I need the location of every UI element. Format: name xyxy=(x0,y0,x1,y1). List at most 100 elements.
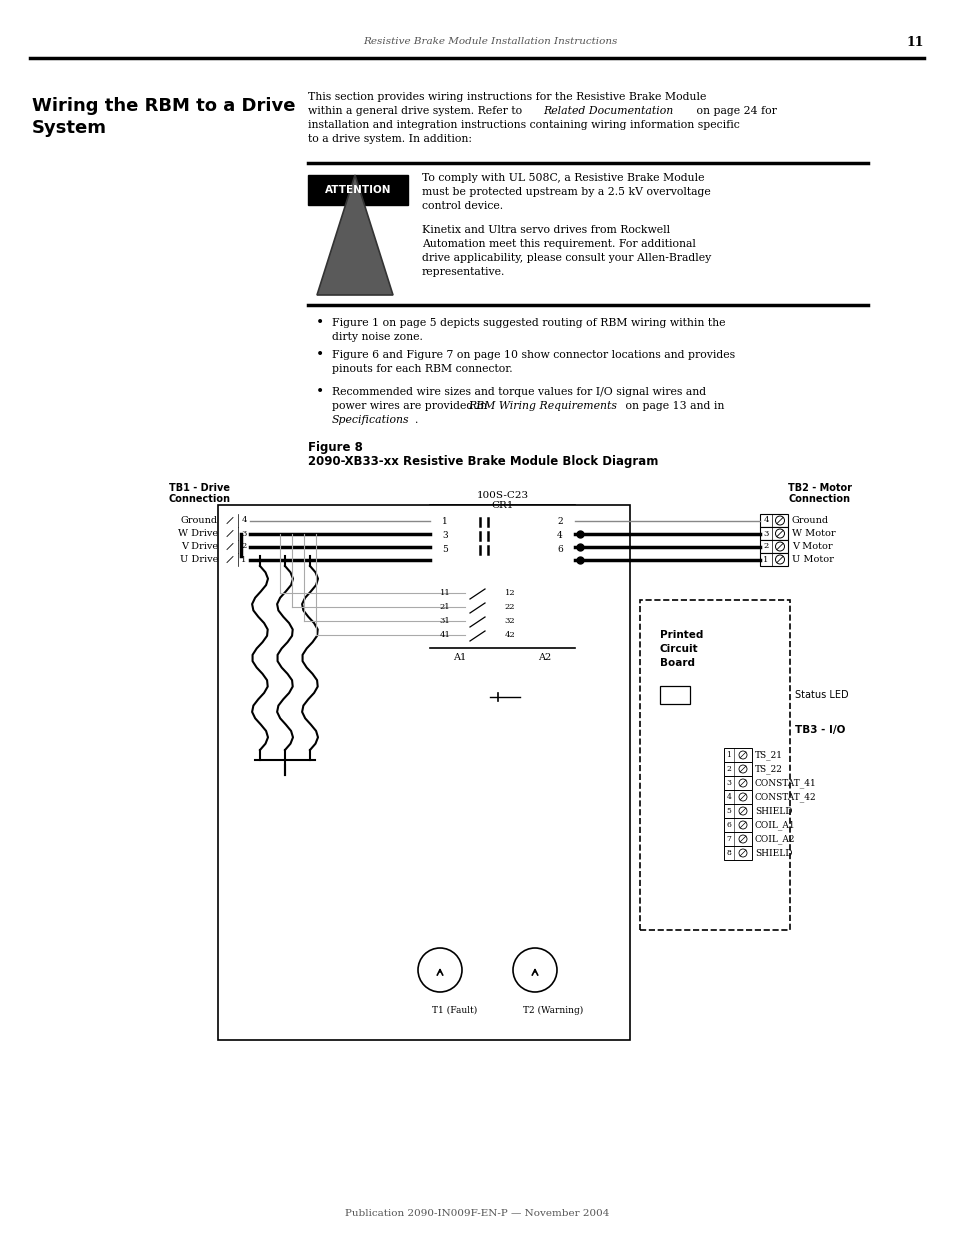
Text: on page 13 and in: on page 13 and in xyxy=(621,401,723,411)
Text: TB1 - Drive: TB1 - Drive xyxy=(170,483,231,493)
Text: 6: 6 xyxy=(557,545,562,553)
Text: 1: 1 xyxy=(762,556,768,563)
Polygon shape xyxy=(492,693,497,701)
Text: Specifications: Specifications xyxy=(332,415,409,425)
Bar xyxy=(430,580,575,710)
Text: W Drive: W Drive xyxy=(177,529,218,538)
Bar xyxy=(723,804,751,818)
Bar xyxy=(760,514,787,527)
Text: 7: 7 xyxy=(726,835,731,844)
Text: To comply with UL 508C, a Resistive Brake Module: To comply with UL 508C, a Resistive Brak… xyxy=(421,173,703,183)
Text: T1 (Fault): T1 (Fault) xyxy=(432,1005,476,1014)
Text: TB3 - I/O: TB3 - I/O xyxy=(794,725,844,735)
Text: V Drive: V Drive xyxy=(181,542,218,551)
Text: U Motor: U Motor xyxy=(791,555,833,564)
Text: T2 (Warning): T2 (Warning) xyxy=(522,1005,582,1015)
Polygon shape xyxy=(316,175,393,295)
Text: TS_22: TS_22 xyxy=(754,764,782,774)
Text: V Motor: V Motor xyxy=(791,542,832,551)
Text: 11: 11 xyxy=(905,36,923,48)
Bar xyxy=(723,846,751,860)
Text: must be protected upstream by a 2.5 kV overvoltage: must be protected upstream by a 2.5 kV o… xyxy=(421,186,710,198)
Text: Recommended wire sizes and torque values for I/O signal wires and: Recommended wire sizes and torque values… xyxy=(332,387,705,396)
Text: 8: 8 xyxy=(726,848,731,857)
Text: Board: Board xyxy=(659,658,695,668)
Text: TS_21: TS_21 xyxy=(754,750,782,760)
Text: COIL_A1: COIL_A1 xyxy=(754,820,795,830)
Bar xyxy=(760,540,787,553)
Text: Status LED: Status LED xyxy=(794,690,848,700)
Text: dirty noise zone.: dirty noise zone. xyxy=(332,332,422,342)
Bar xyxy=(222,527,250,540)
Text: 2: 2 xyxy=(557,516,562,526)
Text: •: • xyxy=(315,348,324,362)
Text: 4: 4 xyxy=(557,531,562,540)
Text: 100S-C23: 100S-C23 xyxy=(476,490,528,499)
Text: SHIELD: SHIELD xyxy=(754,848,792,857)
Bar xyxy=(430,505,575,582)
Text: CR1: CR1 xyxy=(491,500,513,510)
Bar xyxy=(439,664,564,671)
Bar xyxy=(760,527,787,540)
Bar xyxy=(723,748,751,762)
Text: U Drive: U Drive xyxy=(179,555,218,564)
Text: power wires are provided in: power wires are provided in xyxy=(332,401,490,411)
Text: drive applicability, please consult your Allen-Bradley: drive applicability, please consult your… xyxy=(421,253,711,263)
Text: Connection: Connection xyxy=(169,494,231,504)
Text: on page 24 for: on page 24 for xyxy=(692,106,776,116)
Text: Figure 8: Figure 8 xyxy=(308,441,362,453)
Text: 6: 6 xyxy=(726,821,731,829)
Text: 22: 22 xyxy=(504,603,515,611)
Text: to a drive system. In addition:: to a drive system. In addition: xyxy=(308,135,472,144)
Text: 42: 42 xyxy=(504,631,515,638)
Text: COIL_A2: COIL_A2 xyxy=(754,834,795,844)
Text: RBM Wiring Requirements: RBM Wiring Requirements xyxy=(468,401,617,411)
Text: Figure 1 on page 5 depicts suggested routing of RBM wiring within the: Figure 1 on page 5 depicts suggested rou… xyxy=(332,317,724,329)
Text: •: • xyxy=(315,316,324,330)
Text: 5: 5 xyxy=(726,806,731,815)
Text: Wiring the RBM to a Drive: Wiring the RBM to a Drive xyxy=(32,98,295,115)
Text: .: . xyxy=(415,415,418,425)
Text: 3: 3 xyxy=(442,531,447,540)
Text: Circuit: Circuit xyxy=(659,643,698,655)
Text: 1: 1 xyxy=(441,516,447,526)
Bar xyxy=(639,600,789,930)
Bar xyxy=(723,832,751,846)
Text: Publication 2090-IN009F-EN-P — November 2004: Publication 2090-IN009F-EN-P — November … xyxy=(344,1209,609,1218)
Text: 12: 12 xyxy=(504,589,515,597)
Text: 5: 5 xyxy=(441,545,448,553)
Text: Related Documentation: Related Documentation xyxy=(542,106,673,116)
Text: Figure 6 and Figure 7 on page 10 show connector locations and provides: Figure 6 and Figure 7 on page 10 show co… xyxy=(332,350,735,359)
Text: 4: 4 xyxy=(241,516,247,525)
Bar xyxy=(222,553,250,566)
Text: W Motor: W Motor xyxy=(791,529,835,538)
Text: CONSTAT_41: CONSTAT_41 xyxy=(754,778,816,788)
Text: Automation meet this requirement. For additional: Automation meet this requirement. For ad… xyxy=(421,240,695,249)
Text: 3: 3 xyxy=(762,530,768,537)
Bar xyxy=(308,175,408,205)
Text: 2090-XB33-xx Resistive Brake Module Block Diagram: 2090-XB33-xx Resistive Brake Module Bloc… xyxy=(308,456,658,468)
Text: A2: A2 xyxy=(537,652,551,662)
Text: 3: 3 xyxy=(241,530,247,537)
Text: control device.: control device. xyxy=(421,201,502,211)
Text: A1: A1 xyxy=(453,652,466,662)
Text: ATTENTION: ATTENTION xyxy=(324,185,391,195)
Bar xyxy=(519,680,544,695)
Text: 2: 2 xyxy=(726,764,731,773)
Text: Ground: Ground xyxy=(181,516,218,525)
Text: 41: 41 xyxy=(439,631,450,638)
Text: 2: 2 xyxy=(241,542,247,551)
Text: SHIELD: SHIELD xyxy=(754,806,792,815)
Text: 2: 2 xyxy=(762,542,768,551)
Text: CONSTAT_42: CONSTAT_42 xyxy=(754,792,816,802)
Text: Kinetix and Ultra servo drives from Rockwell: Kinetix and Ultra servo drives from Rock… xyxy=(421,225,669,235)
Bar xyxy=(659,685,689,704)
Text: •: • xyxy=(315,385,324,399)
Text: Connection: Connection xyxy=(788,494,850,504)
Bar xyxy=(723,790,751,804)
Bar xyxy=(222,540,250,553)
Text: Ground: Ground xyxy=(791,516,828,525)
Text: 1: 1 xyxy=(726,751,731,760)
Bar xyxy=(723,818,751,832)
Text: 31: 31 xyxy=(439,618,450,625)
